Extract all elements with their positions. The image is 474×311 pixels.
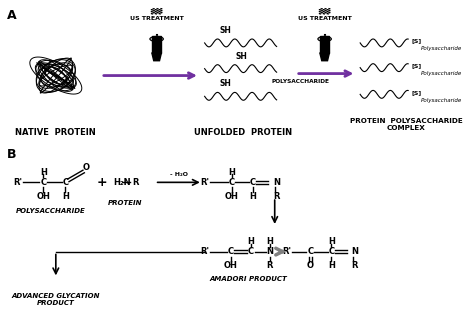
Text: H₂N: H₂N [113,178,131,187]
Text: SH: SH [235,52,247,61]
Text: H: H [62,192,69,201]
Text: SH: SH [220,79,232,88]
Text: Polysaccharide: Polysaccharide [420,98,462,103]
Text: POLYSACCHARIDE: POLYSACCHARIDE [16,208,86,214]
Text: ADVANCED GLYCATION
PRODUCT: ADVANCED GLYCATION PRODUCT [11,293,100,306]
Text: - H₂O: - H₂O [170,172,188,177]
Text: C: C [307,247,313,256]
Text: H: H [328,261,335,270]
Text: H: H [266,237,273,246]
Text: PROTEIN: PROTEIN [108,200,142,206]
Text: O: O [307,261,314,270]
Text: H: H [249,192,256,201]
Text: Polysaccharide: Polysaccharide [420,46,462,51]
Text: R': R' [282,247,291,256]
Text: Polysaccharide: Polysaccharide [420,71,462,76]
Text: R': R' [13,178,22,187]
Bar [320,36,329,53]
Text: A: A [7,9,17,22]
Text: R: R [273,192,279,201]
Text: +: + [97,176,107,189]
Polygon shape [152,53,162,61]
Text: C: C [250,178,255,187]
Text: C: C [228,178,235,187]
Text: PROTEIN  POLYSACCHARIDE
COMPLEX: PROTEIN POLYSACCHARIDE COMPLEX [350,118,463,131]
Text: H: H [228,168,235,177]
Text: H: H [328,237,335,246]
Text: SH: SH [220,26,232,35]
Polygon shape [320,53,329,61]
Ellipse shape [150,36,164,41]
Text: R': R' [201,247,210,256]
Text: C: C [40,178,46,187]
Text: OH: OH [225,192,238,201]
Text: US TREATMENT: US TREATMENT [130,16,183,21]
Text: C: C [228,247,234,256]
Text: AMADORI PRODUCT: AMADORI PRODUCT [209,276,287,282]
Text: R: R [133,178,139,187]
Ellipse shape [318,36,331,41]
Text: O: O [83,163,90,172]
Text: B: B [7,148,17,161]
Text: NATIVE  PROTEIN: NATIVE PROTEIN [16,128,96,137]
Text: R: R [267,261,273,270]
Bar [152,36,162,53]
Text: C: C [328,247,335,256]
Text: C: C [247,247,254,256]
Text: POLYSACCHARIDE: POLYSACCHARIDE [272,78,329,84]
Text: N: N [273,178,280,187]
Text: UNFOLDED  PROTEIN: UNFOLDED PROTEIN [194,128,292,137]
Text: N: N [352,247,358,256]
Text: OH: OH [224,261,237,270]
Text: H: H [40,168,47,177]
Text: US TREATMENT: US TREATMENT [298,16,352,21]
Text: N: N [266,247,273,256]
Text: [S]: [S] [411,39,421,44]
Text: OH: OH [36,192,50,201]
Text: C: C [63,178,68,187]
Text: [S]: [S] [411,63,421,68]
Text: R': R' [201,178,210,187]
Text: R: R [352,261,358,270]
Text: [S]: [S] [411,90,421,95]
Text: H: H [247,237,254,246]
